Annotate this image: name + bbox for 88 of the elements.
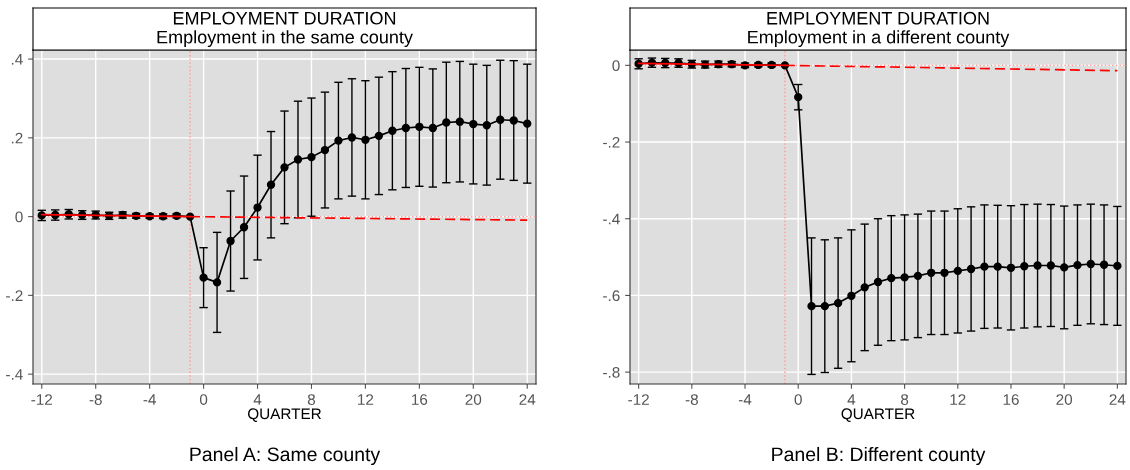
point	[820, 301, 829, 311]
text: Panel A: Same county	[190, 446, 381, 466]
point	[401, 123, 411, 133]
x-tick-label: -4	[143, 394, 156, 405]
y-tick-label: .4	[11, 54, 23, 65]
point	[953, 266, 962, 276]
point	[455, 117, 464, 126]
point	[428, 123, 438, 133]
x-tick-label: 0	[794, 394, 802, 405]
point	[1020, 262, 1029, 271]
x-tick-label: 12	[950, 394, 966, 405]
point	[415, 122, 424, 131]
y-tick-label: 0	[15, 211, 23, 223]
point	[307, 152, 316, 162]
x-tick-label: 20	[1056, 394, 1073, 405]
point	[807, 301, 816, 311]
x-tick-label: 4	[847, 394, 856, 405]
y-tick-label: -.6	[603, 290, 620, 302]
point	[523, 119, 532, 128]
x-tick-label: -8	[685, 394, 698, 405]
y-tick-label: -.2	[6, 290, 23, 301]
point	[388, 126, 397, 135]
point	[212, 278, 222, 287]
text: Panel B: Different county	[772, 446, 986, 466]
point	[320, 145, 330, 155]
chart-subtitle: Employment in a different county	[748, 30, 1010, 48]
point	[482, 121, 491, 130]
point	[913, 271, 923, 281]
y-tick-label: -.4	[6, 369, 23, 380]
x-tick-label: 24	[519, 394, 536, 405]
point	[347, 133, 357, 142]
x-tick-label: 8	[307, 394, 316, 405]
point	[199, 273, 208, 282]
x-tick-label: -12	[628, 394, 649, 405]
y-tick-label: .2	[11, 132, 23, 144]
point	[469, 119, 478, 129]
point	[1086, 259, 1095, 269]
point	[980, 262, 989, 271]
chart-title: EMPLOYMENT DURATION	[173, 11, 396, 25]
chart-subtitle: Employment in the same county	[157, 30, 413, 48]
point	[1046, 261, 1056, 270]
point	[1099, 260, 1109, 269]
point	[940, 268, 949, 277]
point	[1113, 261, 1122, 271]
x-tick-label: -8	[89, 394, 102, 405]
point	[1006, 263, 1016, 272]
x-tick-label: 20	[465, 394, 482, 405]
y-tick-label: -.8	[603, 366, 620, 378]
point	[253, 203, 262, 212]
point	[966, 264, 976, 274]
point	[833, 298, 843, 308]
point	[280, 163, 289, 172]
x-tick-label: 0	[199, 394, 208, 405]
x-axis-title: QUARTER	[248, 408, 321, 422]
point	[1033, 261, 1042, 270]
point	[239, 223, 249, 232]
x-tick-label: 24	[1109, 394, 1126, 405]
y-tick-label: -.4	[603, 213, 620, 225]
x-tick-label: 16	[1003, 394, 1019, 405]
point	[860, 283, 869, 292]
point	[226, 236, 235, 246]
point	[794, 92, 803, 102]
point	[334, 136, 343, 145]
y-tick-label: 0	[612, 60, 620, 72]
point	[900, 273, 909, 282]
x-tick-label: -4	[738, 394, 752, 405]
point	[442, 118, 451, 127]
point	[293, 155, 303, 164]
x-tick-label: 12	[358, 394, 374, 405]
point	[1059, 263, 1069, 272]
point	[496, 115, 505, 124]
x-tick-label: -12	[31, 394, 53, 405]
point	[374, 131, 384, 141]
point	[509, 116, 518, 125]
point	[361, 135, 370, 144]
point	[266, 180, 276, 189]
point	[1073, 260, 1082, 270]
point	[927, 268, 936, 277]
point	[993, 262, 1002, 271]
x-axis-title: QUARTER	[841, 408, 915, 422]
x-tick-label: 16	[412, 394, 428, 405]
point	[847, 291, 856, 300]
point	[873, 277, 883, 287]
point	[887, 273, 896, 283]
x-tick-label: 8	[901, 394, 909, 405]
x-tick-label: 4	[253, 394, 262, 405]
y-tick-label: -.2	[603, 136, 620, 148]
chart-title: EMPLOYMENT DURATION	[767, 11, 989, 25]
